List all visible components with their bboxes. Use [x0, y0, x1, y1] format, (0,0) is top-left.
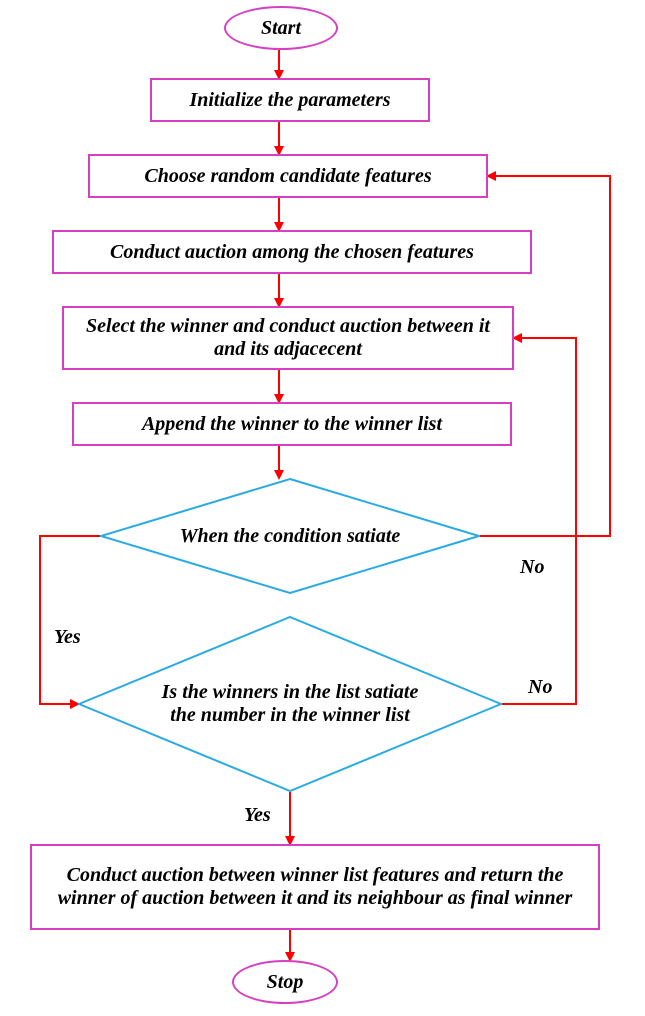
- cond1-yes-label: Yes: [54, 626, 81, 649]
- cond1-label: When the condition satiate: [180, 525, 401, 548]
- select-label: Select the winner and conduct auction be…: [72, 315, 504, 361]
- final-process: Conduct auction between winner list feat…: [30, 844, 600, 930]
- init-label: Initialize the parameters: [189, 89, 390, 112]
- flowchart-canvas: Start Initialize the parameters Choose r…: [0, 0, 645, 1016]
- cond2-no-label: No: [528, 676, 552, 699]
- cond1-decision: When the condition satiate: [100, 478, 480, 594]
- append-label: Append the winner to the winner list: [142, 413, 442, 436]
- choose-process: Choose random candidate features: [88, 154, 488, 198]
- choose-label: Choose random candidate features: [144, 165, 431, 188]
- cond2-yes-label: Yes: [244, 804, 271, 827]
- init-process: Initialize the parameters: [150, 78, 430, 122]
- conduct-process: Conduct auction among the chosen feature…: [52, 230, 532, 274]
- start-label: Start: [261, 17, 301, 40]
- cond1-no-label: No: [520, 556, 544, 579]
- append-process: Append the winner to the winner list: [72, 402, 512, 446]
- select-process: Select the winner and conduct auction be…: [62, 306, 514, 370]
- cond2-decision: Is the winners in the list satiate the n…: [78, 616, 502, 792]
- stop-terminator: Stop: [232, 960, 338, 1004]
- conduct-label: Conduct auction among the chosen feature…: [110, 241, 474, 264]
- stop-label: Stop: [267, 971, 304, 994]
- start-terminator: Start: [224, 6, 338, 50]
- final-label: Conduct auction between winner list feat…: [40, 864, 590, 910]
- cond2-label: Is the winners in the list satiate the n…: [154, 681, 425, 727]
